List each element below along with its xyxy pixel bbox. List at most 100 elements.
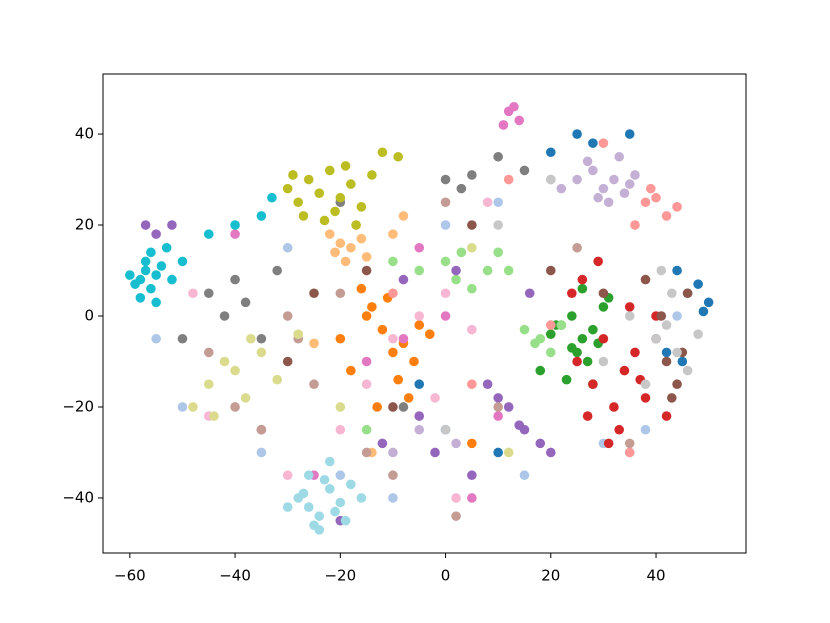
point <box>624 311 635 321</box>
point <box>493 247 503 258</box>
point <box>672 311 682 321</box>
point <box>125 270 135 280</box>
point <box>335 402 346 412</box>
point <box>361 424 372 435</box>
point <box>303 174 314 185</box>
point <box>545 147 556 158</box>
point <box>619 365 630 376</box>
point <box>361 379 372 390</box>
point <box>388 229 398 239</box>
x-tick-label: 20 <box>541 567 560 585</box>
point <box>640 197 651 208</box>
point <box>624 447 635 458</box>
point <box>451 274 461 285</box>
point <box>503 402 514 412</box>
point <box>356 283 367 294</box>
point <box>346 179 356 189</box>
point <box>672 265 682 276</box>
point <box>146 247 156 258</box>
point <box>630 220 640 230</box>
point <box>588 165 598 176</box>
point <box>545 265 556 276</box>
point <box>556 183 567 194</box>
point <box>398 333 409 344</box>
point <box>498 120 509 130</box>
point <box>467 220 477 230</box>
point <box>651 333 661 344</box>
point <box>656 311 667 321</box>
point <box>572 129 582 139</box>
point <box>356 233 367 244</box>
y-tick-label: −40 <box>62 488 94 506</box>
point <box>335 470 346 481</box>
point <box>414 265 425 276</box>
point <box>203 347 214 358</box>
point <box>388 288 398 299</box>
point <box>614 424 624 435</box>
point <box>598 138 609 148</box>
point <box>630 347 640 358</box>
point <box>388 402 398 412</box>
point <box>414 424 425 435</box>
point <box>393 151 403 162</box>
point <box>256 347 267 358</box>
point <box>314 511 325 521</box>
point <box>440 424 451 435</box>
point <box>467 493 477 503</box>
point <box>545 347 556 358</box>
point <box>588 324 598 335</box>
point <box>335 192 346 203</box>
point <box>388 493 398 503</box>
point <box>351 220 361 230</box>
point <box>414 311 425 321</box>
point <box>314 525 325 535</box>
x-tick-label: −60 <box>114 567 146 585</box>
point <box>624 179 635 189</box>
point <box>293 197 304 208</box>
point <box>309 288 319 299</box>
point <box>451 493 461 503</box>
point <box>272 265 282 276</box>
point <box>282 242 293 253</box>
point <box>598 333 609 344</box>
point <box>698 306 709 317</box>
point <box>309 379 319 390</box>
point <box>619 188 630 198</box>
point <box>440 256 451 267</box>
point <box>367 302 377 312</box>
point <box>598 356 609 367</box>
x-tick-label: 0 <box>441 567 451 585</box>
point <box>309 338 319 349</box>
point <box>451 438 461 449</box>
points <box>125 101 714 535</box>
point <box>567 288 577 299</box>
point <box>414 411 425 421</box>
point <box>519 470 530 481</box>
point <box>282 470 293 481</box>
point <box>324 229 335 239</box>
point <box>240 393 251 403</box>
point <box>209 411 219 421</box>
point <box>598 288 609 299</box>
point <box>530 338 540 349</box>
point <box>340 515 351 526</box>
point <box>440 311 451 321</box>
point <box>577 274 588 285</box>
point <box>693 329 703 339</box>
point <box>672 347 682 358</box>
point <box>682 365 693 376</box>
point <box>661 356 672 367</box>
point <box>377 147 388 158</box>
point <box>298 211 309 221</box>
point <box>151 270 161 280</box>
point <box>582 356 593 367</box>
point <box>361 356 372 367</box>
point <box>177 402 188 412</box>
point <box>230 274 240 285</box>
point <box>482 379 493 390</box>
point <box>414 242 425 253</box>
point <box>661 411 672 421</box>
point <box>203 229 214 239</box>
point <box>377 438 388 449</box>
